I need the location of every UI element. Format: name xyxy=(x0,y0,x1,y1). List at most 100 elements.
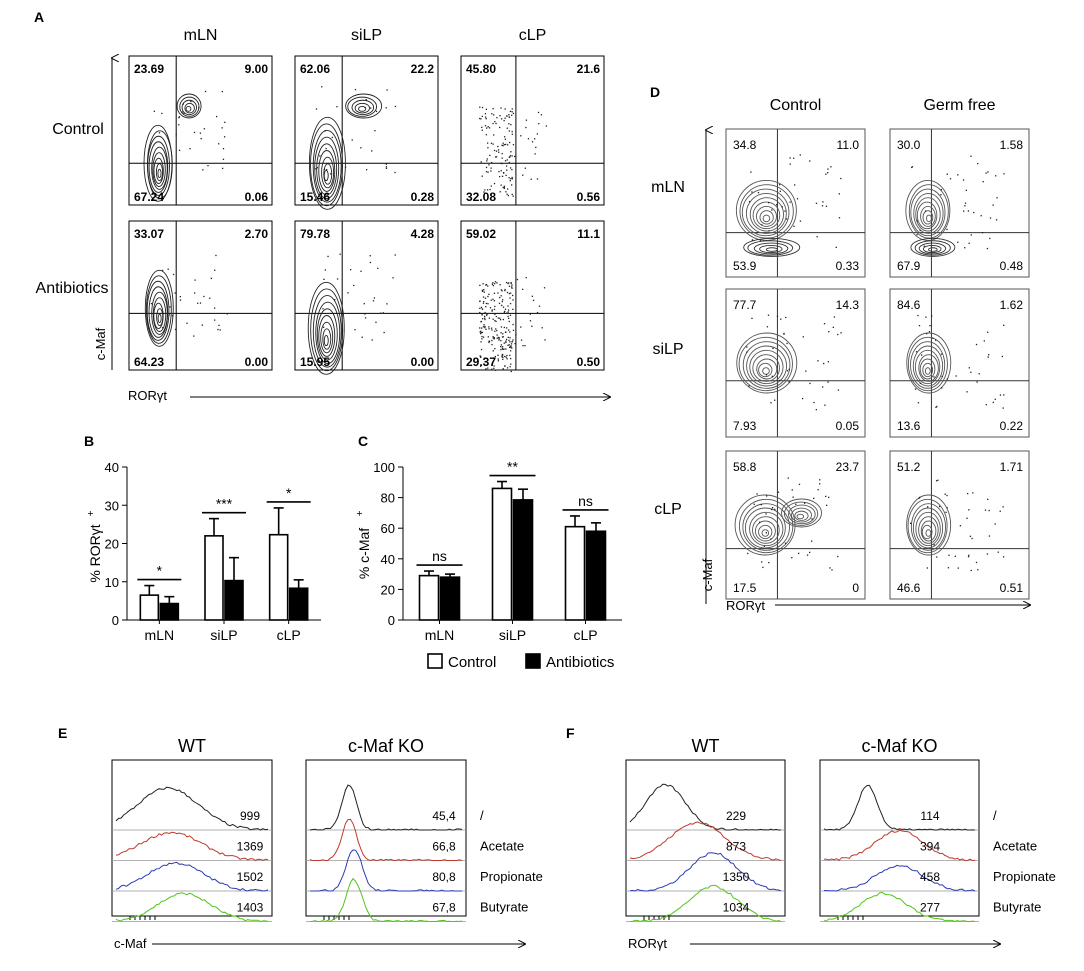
event-dot xyxy=(917,402,920,404)
event-dot xyxy=(962,210,965,212)
event-dot xyxy=(510,178,512,180)
event-dot xyxy=(522,174,524,176)
contour xyxy=(910,341,946,389)
event-dot xyxy=(826,504,828,507)
event-dot xyxy=(507,329,510,331)
event-dot xyxy=(970,569,972,572)
event-dot xyxy=(803,502,806,504)
event-dot xyxy=(967,210,970,212)
event-dot xyxy=(840,177,842,180)
event-dot xyxy=(485,284,487,286)
event-dot xyxy=(486,189,489,191)
event-dot xyxy=(954,555,956,557)
flow-plot: 34.8 11.0 53.9 0.33 xyxy=(725,128,866,278)
event-dot xyxy=(488,328,490,330)
event-dot xyxy=(486,313,488,315)
quadrant-value-UR: 22.2 xyxy=(411,62,435,76)
event-dot xyxy=(484,125,487,127)
contour xyxy=(920,520,937,542)
event-dot xyxy=(489,188,491,191)
event-dot xyxy=(1002,556,1005,558)
quadrant-value-LL: 53.9 xyxy=(733,259,757,273)
event-dot xyxy=(175,133,177,136)
event-dot xyxy=(480,306,483,309)
event-dot xyxy=(809,160,811,162)
event-dot xyxy=(817,360,819,362)
event-dot xyxy=(1003,173,1005,175)
contour xyxy=(906,494,952,556)
event-dot xyxy=(488,341,490,344)
event-dot xyxy=(988,354,990,356)
event-dot xyxy=(501,162,503,165)
event-dot xyxy=(750,171,752,173)
event-dot xyxy=(986,553,989,555)
contour xyxy=(307,281,345,375)
event-dot xyxy=(941,387,943,389)
histogram-trace xyxy=(823,829,976,862)
event-dot xyxy=(503,144,505,146)
quadrant-value-LL: 15.46 xyxy=(300,190,330,204)
event-dot xyxy=(992,204,994,206)
event-dot xyxy=(502,318,504,321)
contour xyxy=(318,315,336,357)
event-dot xyxy=(215,115,218,118)
contour xyxy=(744,507,786,549)
event-dot xyxy=(186,322,188,324)
event-dot xyxy=(481,338,483,340)
event-dot xyxy=(510,184,513,186)
column-header: c-Maf KO xyxy=(861,736,937,756)
event-dot xyxy=(486,142,489,144)
event-dot xyxy=(203,295,205,298)
event-dot xyxy=(500,170,502,172)
event-dot xyxy=(484,361,486,363)
event-dot xyxy=(770,538,772,540)
event-dot xyxy=(493,292,496,294)
event-dot xyxy=(833,316,836,318)
event-dot xyxy=(522,344,524,347)
event-dot xyxy=(505,331,507,333)
event-dot xyxy=(508,116,510,118)
flow-plot: 45.80 21.6 32.08 0.56 xyxy=(460,55,605,206)
event-dot xyxy=(525,276,527,279)
event-dot xyxy=(486,314,488,316)
event-dot xyxy=(494,369,497,371)
x-axis-label: RORγt xyxy=(726,598,765,613)
event-dot xyxy=(508,177,510,179)
event-dot xyxy=(507,317,510,320)
event-dot xyxy=(505,341,507,344)
contour xyxy=(758,362,773,378)
legend-label-antibiotics: Antibiotics xyxy=(546,654,614,671)
event-dot xyxy=(488,164,490,166)
event-dot xyxy=(479,284,481,287)
event-dot xyxy=(926,332,928,335)
event-dot xyxy=(331,136,334,139)
event-dot xyxy=(481,335,483,338)
event-dot xyxy=(492,285,495,287)
event-dot xyxy=(809,382,811,385)
event-dot xyxy=(914,388,917,390)
histogram-panel-E: E WT 999 1369 1502 1403 c-Maf KO 45,4 66,8 80,8 67… xyxy=(58,725,543,951)
quadrant-value-LR: 0.05 xyxy=(836,419,860,433)
event-dot xyxy=(495,328,497,330)
event-dot xyxy=(501,290,503,292)
contour xyxy=(761,529,770,537)
contour xyxy=(762,214,771,223)
quadrant-value-LR: 0.48 xyxy=(1000,259,1024,273)
event-dot xyxy=(985,404,987,406)
event-dot xyxy=(493,338,495,340)
event-dot xyxy=(796,198,799,200)
contour xyxy=(323,334,329,347)
mfi-value: 1369 xyxy=(237,840,264,854)
event-dot xyxy=(501,144,503,146)
event-dot xyxy=(799,154,801,156)
event-dot xyxy=(997,551,999,553)
quadrant-value-UL: 30.0 xyxy=(897,138,921,152)
event-dot xyxy=(494,330,496,332)
contour xyxy=(922,362,934,378)
panel-label-F: F xyxy=(566,725,575,741)
y-tick-label: 40 xyxy=(381,552,395,567)
contour xyxy=(157,168,162,179)
event-dot xyxy=(811,518,813,520)
contour xyxy=(907,336,948,392)
event-dot xyxy=(484,315,486,317)
